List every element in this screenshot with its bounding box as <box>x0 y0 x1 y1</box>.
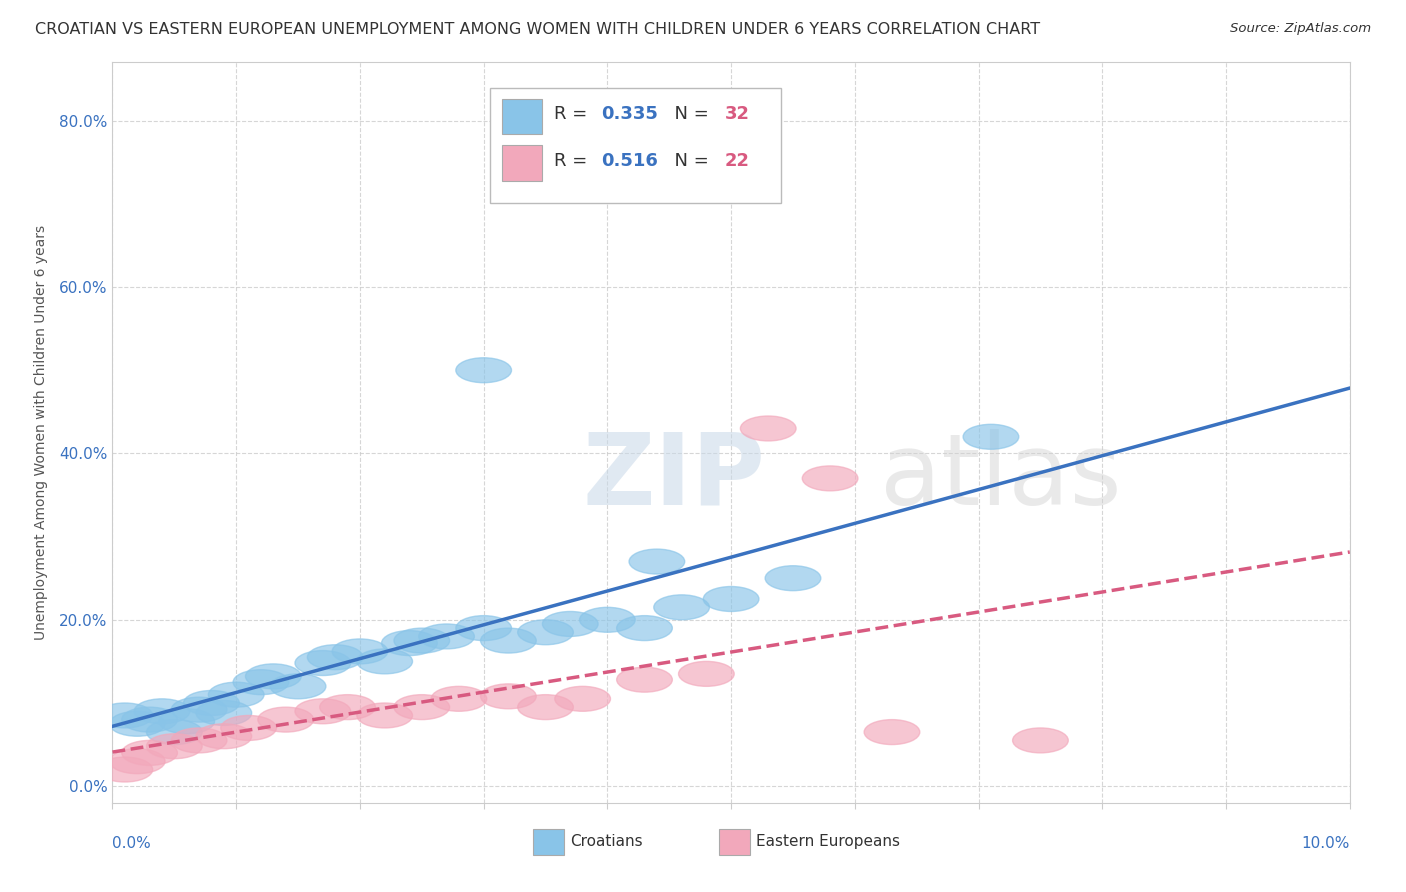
Ellipse shape <box>221 715 277 740</box>
Ellipse shape <box>270 673 326 698</box>
Ellipse shape <box>233 670 288 695</box>
Ellipse shape <box>146 734 202 759</box>
Ellipse shape <box>195 723 252 748</box>
Ellipse shape <box>419 624 474 648</box>
Ellipse shape <box>97 757 153 782</box>
Ellipse shape <box>654 595 710 620</box>
Ellipse shape <box>865 720 920 745</box>
Ellipse shape <box>184 690 239 715</box>
Ellipse shape <box>481 684 536 709</box>
Text: 32: 32 <box>725 105 749 123</box>
Ellipse shape <box>517 620 574 645</box>
Ellipse shape <box>146 720 202 745</box>
Ellipse shape <box>803 466 858 491</box>
Text: N =: N = <box>664 105 714 123</box>
Ellipse shape <box>456 358 512 383</box>
Text: R =: R = <box>554 152 593 169</box>
Ellipse shape <box>159 709 215 734</box>
Ellipse shape <box>394 628 450 653</box>
Ellipse shape <box>122 740 177 765</box>
Bar <box>502 99 541 135</box>
Text: 0.0%: 0.0% <box>112 836 152 851</box>
Ellipse shape <box>246 664 301 689</box>
Text: 10.0%: 10.0% <box>1302 836 1350 851</box>
Ellipse shape <box>110 748 165 773</box>
Ellipse shape <box>555 686 610 711</box>
Bar <box>533 829 564 855</box>
Ellipse shape <box>456 615 512 640</box>
Ellipse shape <box>617 615 672 640</box>
Text: 0.335: 0.335 <box>602 105 658 123</box>
Ellipse shape <box>97 703 153 728</box>
Ellipse shape <box>381 631 437 656</box>
Text: Croatians: Croatians <box>571 834 643 849</box>
Ellipse shape <box>122 707 177 732</box>
Ellipse shape <box>963 425 1019 450</box>
Ellipse shape <box>308 645 363 670</box>
Ellipse shape <box>481 628 536 653</box>
Ellipse shape <box>357 648 412 673</box>
Ellipse shape <box>432 686 486 711</box>
Ellipse shape <box>319 695 375 720</box>
Ellipse shape <box>741 416 796 441</box>
Ellipse shape <box>195 700 252 725</box>
Bar <box>718 829 749 855</box>
Bar <box>502 145 541 181</box>
Ellipse shape <box>172 698 226 723</box>
Ellipse shape <box>628 549 685 574</box>
Text: N =: N = <box>664 152 714 169</box>
Ellipse shape <box>543 612 598 636</box>
Text: ZIP: ZIP <box>582 428 765 525</box>
Y-axis label: Unemployment Among Women with Children Under 6 years: Unemployment Among Women with Children U… <box>34 225 48 640</box>
Ellipse shape <box>134 698 190 723</box>
Ellipse shape <box>517 695 574 720</box>
Ellipse shape <box>357 703 412 728</box>
Ellipse shape <box>172 728 226 753</box>
Ellipse shape <box>257 707 314 732</box>
Ellipse shape <box>703 587 759 612</box>
Ellipse shape <box>394 695 450 720</box>
Text: CROATIAN VS EASTERN EUROPEAN UNEMPLOYMENT AMONG WOMEN WITH CHILDREN UNDER 6 YEAR: CROATIAN VS EASTERN EUROPEAN UNEMPLOYMEN… <box>35 22 1040 37</box>
Text: 0.516: 0.516 <box>602 152 658 169</box>
Ellipse shape <box>617 667 672 692</box>
Text: 22: 22 <box>725 152 749 169</box>
Text: atlas: atlas <box>880 428 1121 525</box>
Ellipse shape <box>110 711 165 736</box>
Ellipse shape <box>679 661 734 686</box>
Text: R =: R = <box>554 105 593 123</box>
Ellipse shape <box>295 698 350 723</box>
FancyBboxPatch shape <box>489 88 780 203</box>
Text: Source: ZipAtlas.com: Source: ZipAtlas.com <box>1230 22 1371 36</box>
Ellipse shape <box>208 682 264 707</box>
Ellipse shape <box>1012 728 1069 753</box>
Ellipse shape <box>295 650 350 675</box>
Text: Eastern Europeans: Eastern Europeans <box>756 834 900 849</box>
Ellipse shape <box>579 607 636 632</box>
Ellipse shape <box>332 639 388 664</box>
Ellipse shape <box>765 566 821 591</box>
